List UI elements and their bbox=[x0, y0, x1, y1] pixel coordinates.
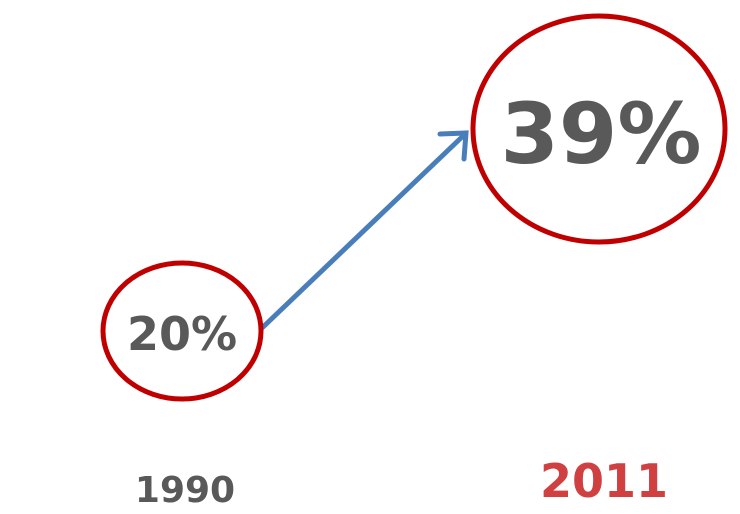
start-year-label: 1990 bbox=[135, 470, 235, 511]
growth-arrow bbox=[259, 133, 466, 331]
start-value-circle bbox=[100, 260, 264, 402]
start-value: 20% bbox=[127, 307, 237, 361]
end-value-circle bbox=[470, 13, 728, 245]
end-value: 39% bbox=[500, 85, 701, 183]
arrowhead-icon bbox=[437, 130, 469, 162]
end-year-label: 2011 bbox=[540, 454, 668, 508]
